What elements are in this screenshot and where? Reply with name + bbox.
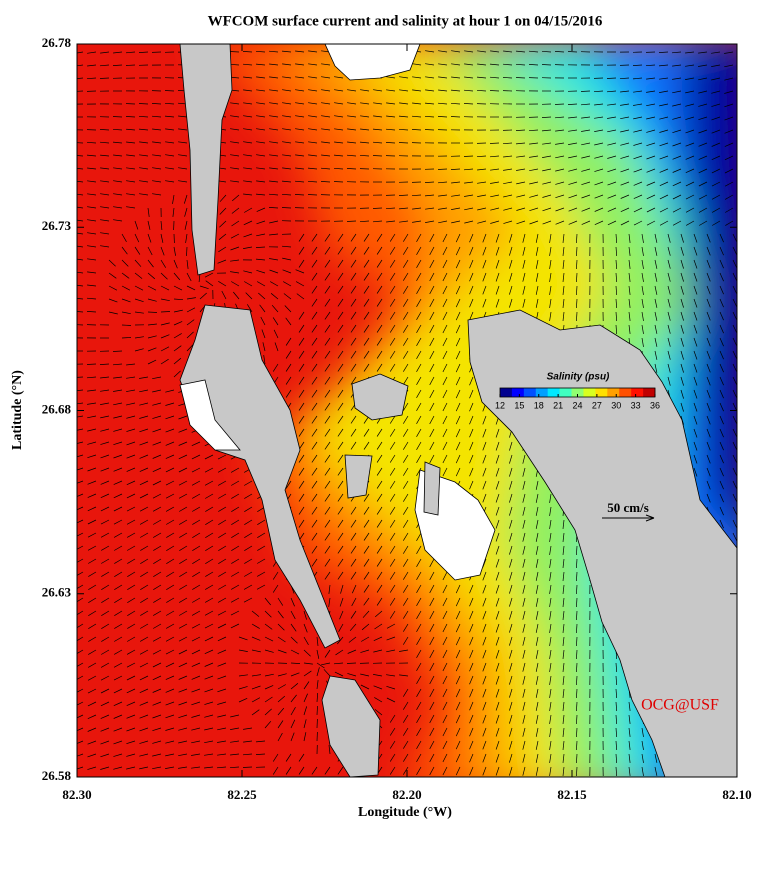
colorbar-tick-label: 36	[650, 400, 660, 410]
colorbar-tick-label: 21	[553, 400, 563, 410]
colorbar-tick-label: 15	[514, 400, 524, 410]
current-vector	[148, 312, 157, 313]
x-tick-label: 82.15	[557, 787, 587, 802]
current-vector	[399, 143, 408, 144]
current-vector	[122, 325, 131, 326]
x-tick-label: 82.20	[392, 787, 421, 802]
current-vector	[334, 182, 343, 183]
colorbar-swatch	[631, 388, 643, 397]
current-vector	[187, 247, 188, 256]
current-vector	[317, 706, 318, 715]
y-tick-label: 26.73	[42, 218, 72, 233]
current-vector	[490, 91, 499, 92]
colorbar-swatch	[524, 388, 536, 397]
current-vector	[490, 143, 499, 144]
current-vector	[126, 65, 135, 66]
island	[424, 462, 440, 515]
y-tick-label: 26.58	[42, 768, 72, 783]
scale-arrow: 50 cm/s	[602, 500, 654, 521]
current-vector	[425, 130, 434, 131]
current-vector	[438, 169, 447, 170]
current-vector	[74, 325, 83, 326]
colorbar-swatch	[619, 388, 631, 397]
current-vector	[100, 78, 109, 79]
current-vector	[373, 156, 382, 157]
current-vector	[542, 65, 551, 66]
colorbar-swatch	[500, 388, 512, 397]
current-vector	[113, 117, 122, 118]
current-vector	[230, 52, 239, 53]
colorbar-tick-label: 18	[534, 400, 544, 410]
x-tick-label: 82.30	[62, 787, 91, 802]
colorbar-tick-label: 24	[572, 400, 582, 410]
salinity-field	[74, 30, 760, 800]
current-vector	[568, 52, 577, 53]
colorbar-swatch	[560, 388, 572, 397]
y-tick-label: 26.78	[42, 35, 72, 50]
map-title: WFCOM surface current and salinity at ho…	[208, 13, 603, 29]
current-vector	[243, 767, 252, 768]
current-vector	[74, 143, 83, 144]
y-axis-label: Latitude (°N)	[10, 370, 25, 450]
current-vector	[113, 351, 122, 352]
current-vector	[161, 312, 170, 313]
current-vector	[581, 91, 590, 92]
colorbar-tick-label: 30	[611, 400, 621, 410]
colorbar-tick-label: 33	[631, 400, 641, 410]
x-tick-label: 82.10	[722, 787, 751, 802]
x-tick-label: 82.25	[227, 787, 257, 802]
current-vector	[347, 663, 356, 664]
y-tick-label: 26.68	[42, 401, 72, 416]
scale-label: 50 cm/s	[607, 500, 649, 515]
current-vector	[451, 117, 460, 118]
current-vector	[516, 78, 525, 79]
current-vector	[373, 208, 382, 209]
y-tick-label: 26.63	[42, 585, 72, 600]
current-vector	[282, 208, 291, 209]
current-vector	[464, 156, 473, 157]
current-vector	[87, 364, 96, 365]
colorbar-swatch	[512, 388, 524, 397]
colorbar-tick-label: 12	[495, 400, 505, 410]
colorbar-swatch	[607, 388, 619, 397]
colorbar-tick-label: 27	[592, 400, 602, 410]
colorbar-swatch	[536, 388, 548, 397]
current-vector	[139, 104, 148, 105]
current-vector	[347, 221, 356, 222]
credit: OCG@USF	[641, 697, 719, 714]
x-axis-label: Longitude (°W)	[358, 805, 452, 820]
current-vector	[555, 104, 564, 105]
colorbar-title: Salinity (psu)	[547, 372, 610, 383]
colorbar-swatch	[583, 388, 595, 397]
colorbar-swatch	[643, 388, 655, 397]
current-vector	[607, 78, 616, 79]
current-vector	[308, 195, 317, 196]
current-vector	[74, 91, 83, 92]
current-vector	[165, 91, 174, 92]
